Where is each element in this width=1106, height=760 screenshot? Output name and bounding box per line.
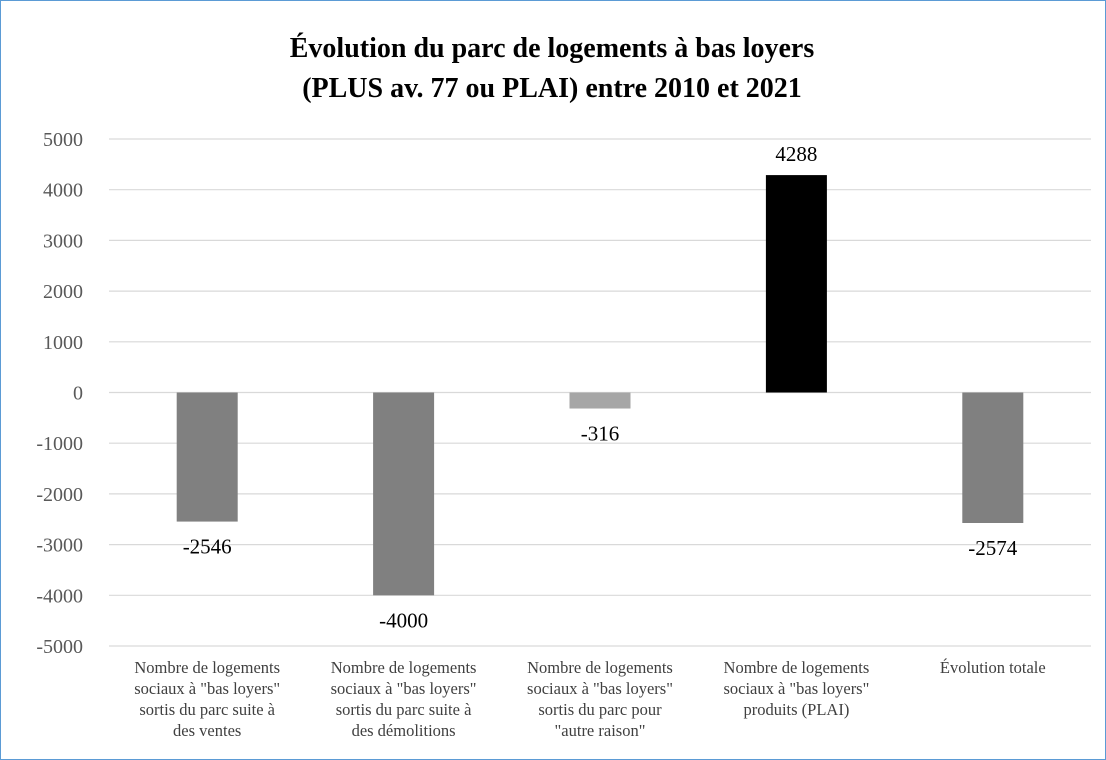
y-tick-label: 1000 (43, 332, 83, 354)
bar-4 (765, 175, 827, 393)
category-label-1-line-1: Nombre de logements (134, 658, 280, 677)
y-tick-label: 5000 (43, 129, 83, 151)
y-tick-label: -4000 (36, 585, 83, 607)
category-label-1-line-2: sociaux à "bas loyers" (134, 679, 280, 698)
category-label-2-line-4: des démolitions (352, 721, 456, 740)
chart-title-line-1: Évolution du parc de logements à bas loy… (290, 33, 815, 64)
bar-1 (176, 392, 238, 522)
category-labels: Nombre de logements sociaux à "bas loyers… (134, 658, 1045, 740)
chart-title: Évolution du parc de logements à bas loy… (290, 33, 815, 104)
category-label-2-line-1: Nombre de logements (331, 658, 477, 677)
category-label-2-line-2: sociaux à "bas loyers" (331, 679, 477, 698)
data-label-5: -2574 (968, 536, 1017, 560)
bar-2 (373, 392, 435, 596)
data-label-3: -316 (581, 422, 620, 446)
category-label-4-line-1: Nombre de logements (724, 658, 870, 677)
category-label-4-line-2: sociaux à "bas loyers" (723, 679, 869, 698)
y-tick-label: 3000 (43, 230, 83, 252)
bar-3 (569, 392, 631, 409)
category-label-2-line-3: sortis du parc suite à (336, 700, 472, 719)
bars (176, 175, 1024, 596)
y-axis-tick-labels: 5000 4000 3000 2000 1000 0 -1000 -2000 -3000 -400… (36, 129, 83, 658)
data-label-2: -4000 (379, 608, 428, 632)
category-label-4-line-3: produits (PLAI) (743, 700, 849, 719)
category-label-3-line-1: Nombre de logements (527, 658, 673, 677)
y-tick-label: -2000 (36, 484, 83, 506)
y-tick-label: -1000 (36, 433, 83, 455)
category-label-1-line-3: sortis du parc suite à (139, 700, 275, 719)
category-label-3-line-2: sociaux à "bas loyers" (527, 679, 673, 698)
y-tick-label: -3000 (36, 535, 83, 557)
data-label-1: -2546 (183, 535, 232, 559)
chart-title-line-2: (PLUS av. 77 ou PLAI) entre 2010 et 2021 (302, 73, 802, 104)
category-label-3-line-4: "autre raison" (555, 721, 646, 740)
bar-5 (962, 392, 1024, 524)
category-label-5-line-1: Évolution totale (940, 658, 1046, 677)
y-tick-label: -5000 (36, 636, 83, 658)
category-label-1-line-4: des ventes (173, 721, 241, 740)
data-label-4: 4288 (775, 142, 817, 166)
y-tick-label: 2000 (43, 281, 83, 303)
category-label-3-line-3: sortis du parc pour (538, 700, 662, 719)
data-labels: -2546 -4000 -316 4288 -2574 (183, 142, 1018, 632)
y-tick-label: 4000 (43, 180, 83, 202)
y-tick-label: 0 (73, 383, 83, 405)
